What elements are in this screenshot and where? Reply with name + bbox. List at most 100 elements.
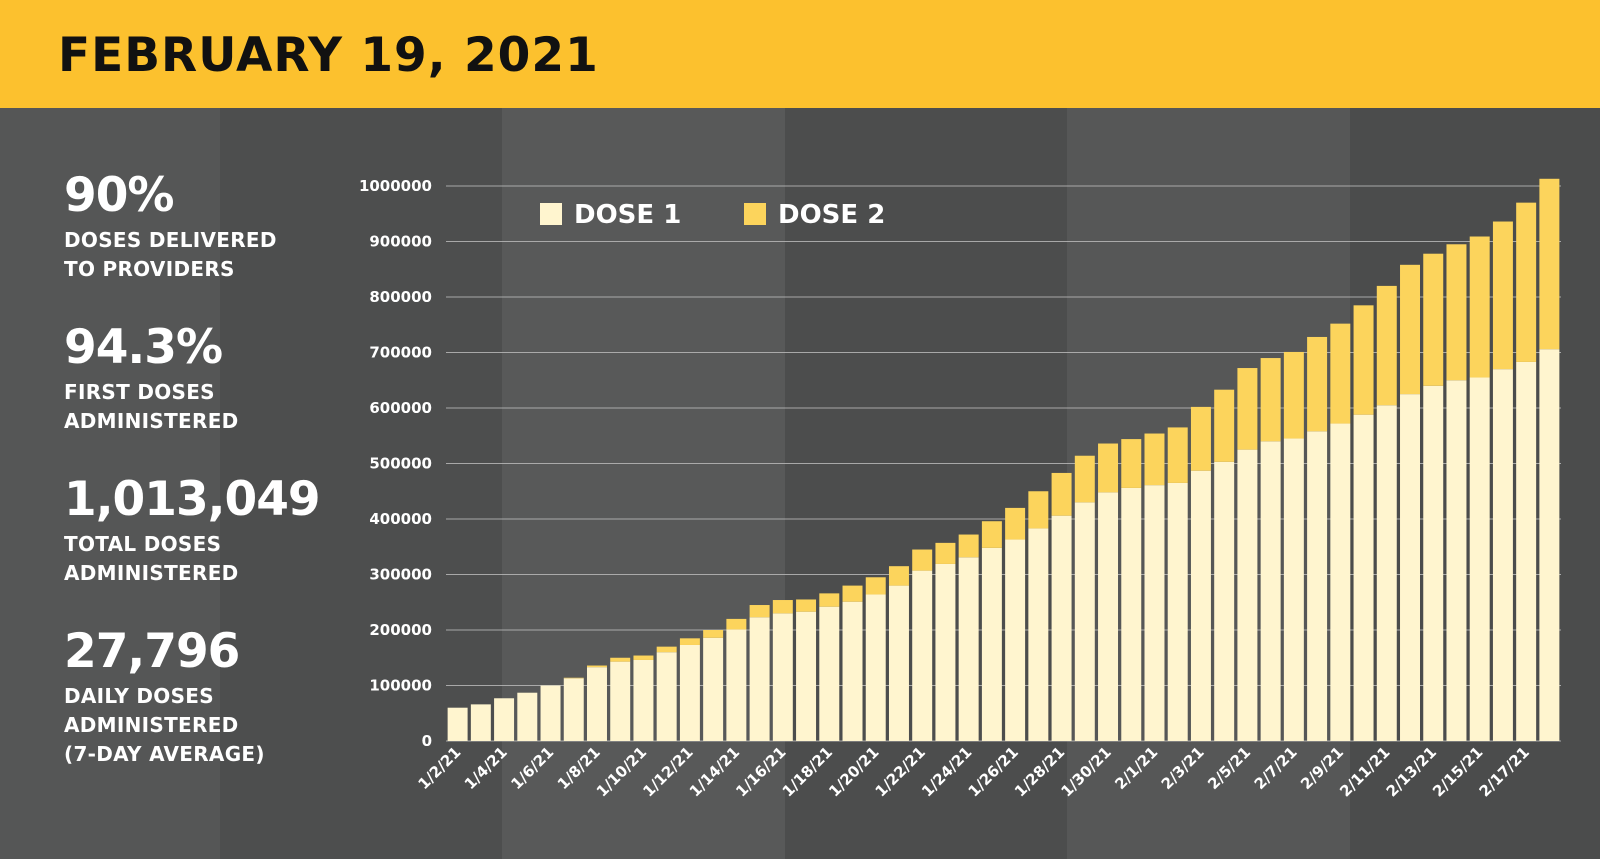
y-tick-label: 600000 (369, 399, 432, 417)
bar-dose-1 (1005, 539, 1026, 741)
x-tick-label: 1/14/21 (686, 743, 743, 800)
bar-dose-2 (703, 630, 724, 638)
bar-dose-2 (1376, 285, 1397, 406)
stat-label-line: (7-DAY AVERAGE) (64, 742, 265, 766)
bar-dose-1 (1167, 482, 1188, 741)
bar-dose-2 (772, 600, 793, 614)
bar-dose-1 (1400, 394, 1420, 741)
bar-dose-2 (1469, 236, 1490, 378)
bar-dose-2 (656, 646, 677, 653)
stat-label-line: ADMINISTERED (64, 409, 239, 433)
x-tick-label: 2/1/21 (1111, 743, 1161, 793)
x-tick-label: 2/3/21 (1158, 743, 1208, 793)
x-tick-label: 2/13/21 (1383, 743, 1440, 800)
bar-dose-1 (749, 617, 770, 741)
bar-dose-1 (1469, 377, 1490, 741)
x-tick-label: 2/15/21 (1429, 743, 1486, 800)
bar-dose-2 (1492, 221, 1513, 370)
x-tick-label: 1/2/21 (414, 743, 464, 793)
stat-label-line: ADMINISTERED (64, 713, 239, 737)
bar-dose-2 (1423, 253, 1444, 386)
bar-dose-2 (1005, 507, 1026, 540)
bar-dose-2 (633, 655, 654, 660)
bar-dose-2 (935, 542, 956, 564)
stat-total-doses: 1,013,049 TOTAL DOSES ADMINISTERED (64, 472, 321, 588)
y-tick-label: 100000 (369, 677, 432, 695)
y-tick-label: 800000 (369, 288, 432, 306)
bar-dose-1 (842, 601, 863, 741)
bar-dose-2 (1353, 305, 1374, 415)
x-tick-label: 1/12/21 (639, 743, 696, 800)
bar-dose-2 (1167, 427, 1188, 483)
legend-swatch-dose-2 (744, 203, 766, 225)
bar-dose-2 (1098, 443, 1119, 493)
y-tick-label: 0 (422, 732, 432, 750)
bar-dose-2 (1400, 264, 1420, 395)
stat-label-line: FIRST DOSES (64, 380, 215, 404)
bar-dose-1 (703, 637, 724, 741)
bar-dose-2 (912, 549, 933, 571)
bar-dose-1 (1283, 438, 1304, 741)
x-tick-label: 2/17/21 (1476, 743, 1533, 800)
bar-dose-1 (1214, 461, 1235, 741)
bar-dose-2 (1028, 491, 1049, 529)
bar-dose-1 (1492, 369, 1513, 741)
y-tick-label: 700000 (369, 344, 432, 362)
x-tick-label: 1/20/21 (825, 743, 882, 800)
bar-dose-1 (1051, 515, 1072, 741)
bar-dose-2 (563, 677, 584, 679)
header-bar: FEBRUARY 19, 2021 (0, 0, 1600, 108)
y-tick-label: 400000 (369, 510, 432, 528)
bar-dose-1 (1260, 441, 1281, 741)
bar-dose-1 (447, 707, 468, 741)
bar-dose-2 (1074, 455, 1095, 503)
bar-dose-1 (935, 563, 956, 741)
bar-dose-1 (1353, 414, 1374, 741)
stat-value: 1,013,049 (64, 472, 321, 527)
y-tick-label: 1000000 (359, 177, 432, 195)
bar-dose-1 (1423, 385, 1444, 741)
x-tick-label: 1/24/21 (918, 743, 975, 800)
x-tick-label: 1/26/21 (965, 743, 1022, 800)
bar-dose-2 (1051, 472, 1072, 516)
bar-dose-2 (1121, 439, 1142, 488)
bar-dose-2 (610, 657, 631, 662)
bar-dose-1 (1376, 405, 1397, 741)
y-tick-label: 500000 (369, 455, 432, 473)
bar-dose-1 (1074, 502, 1095, 741)
stat-label-line: DAILY DOSES (64, 684, 214, 708)
bar-dose-1 (540, 685, 561, 741)
bar-dose-2 (1260, 358, 1281, 442)
stat-label-line: ADMINISTERED (64, 561, 239, 585)
bar-dose-1 (633, 659, 654, 741)
x-tick-label: 2/5/21 (1204, 743, 1254, 793)
stat-value: 90% (64, 168, 174, 223)
bar-dose-1 (1144, 485, 1165, 741)
x-tick-label: 1/28/21 (1011, 743, 1068, 800)
bar-dose-1 (1330, 423, 1351, 741)
bar-dose-2 (1190, 406, 1211, 471)
bar-dose-1 (1028, 528, 1049, 741)
bar-dose-1 (1098, 492, 1119, 741)
legend-label-dose-1: DOSE 1 (574, 200, 681, 230)
bar-dose-1 (1237, 449, 1258, 741)
bar-dose-1 (1446, 380, 1467, 741)
bar-dose-2 (1446, 244, 1467, 381)
x-tick-label: 2/7/21 (1251, 743, 1301, 793)
bar-dose-1 (772, 613, 793, 741)
bar-dose-2 (888, 566, 909, 586)
stat-value: 94.3% (64, 320, 223, 375)
bar-dose-2 (819, 593, 840, 607)
bar-dose-2 (1283, 351, 1304, 439)
bar-dose-2 (958, 534, 979, 558)
bar-dose-1 (587, 667, 607, 741)
stat-label-line: TOTAL DOSES (64, 532, 222, 556)
bar-dose-2 (679, 638, 700, 645)
bar-dose-1 (1307, 431, 1328, 741)
legend-swatch-dose-1 (540, 203, 562, 225)
stat-label-line: TO PROVIDERS (64, 257, 235, 281)
y-tick-label: 900000 (369, 233, 432, 251)
x-tick-label: 1/30/21 (1057, 743, 1114, 800)
bar-dose-1 (1539, 349, 1560, 741)
